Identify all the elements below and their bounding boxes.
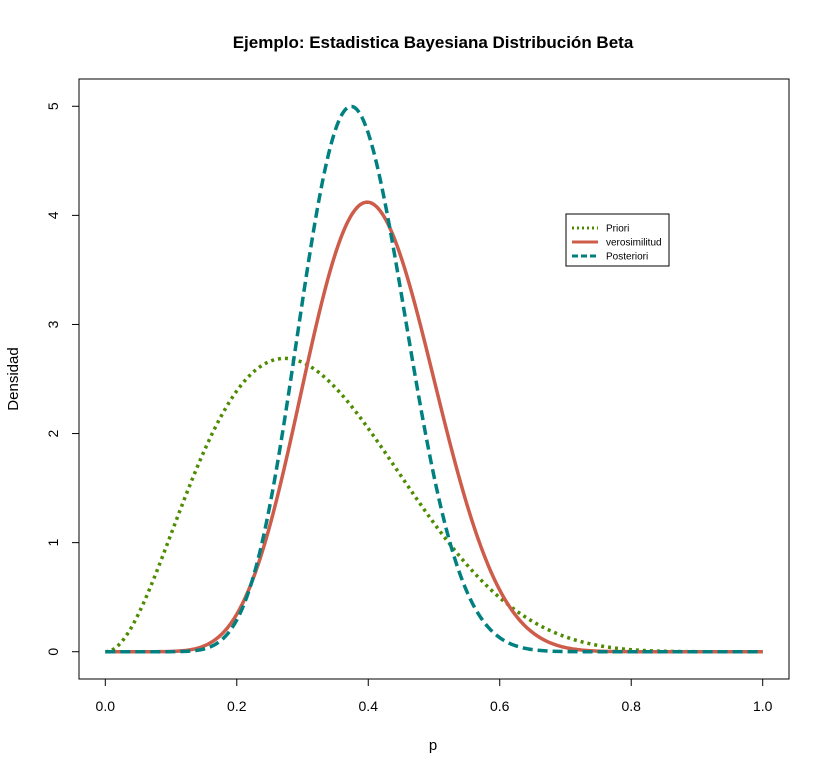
series-line-verosimilitud bbox=[105, 200, 763, 654]
y-tick-label: 3 bbox=[45, 320, 61, 328]
x-tick-label: 0.0 bbox=[96, 698, 116, 714]
curves-layer bbox=[105, 104, 763, 654]
legend: Priori verosimilitud Posteriori bbox=[565, 213, 670, 267]
series-line-posteriori bbox=[105, 104, 763, 654]
y-tick-label: 0 bbox=[45, 648, 61, 656]
x-tick-label: 1.0 bbox=[753, 698, 773, 714]
y-tick-label: 1 bbox=[45, 539, 61, 547]
y-axis: 0 1 2 3 4 5 bbox=[45, 102, 80, 656]
x-axis-title: p bbox=[429, 737, 437, 754]
x-tick-label: 0.4 bbox=[359, 698, 379, 714]
y-tick-label: 5 bbox=[45, 102, 61, 110]
chart-title: Ejemplo: Estadistica Bayesiana Distribuc… bbox=[233, 33, 634, 52]
y-axis-title: Densidad bbox=[5, 347, 22, 410]
x-axis: 0.0 0.2 0.4 0.6 0.8 1.0 bbox=[96, 678, 773, 714]
y-tick-label: 2 bbox=[45, 429, 61, 437]
x-tick-label: 0.8 bbox=[621, 698, 641, 714]
x-tick-label: 0.2 bbox=[227, 698, 247, 714]
legend-label-priori: Priori bbox=[606, 224, 629, 235]
legend-label-verosimilitud: verosimilitud bbox=[606, 238, 662, 249]
y-tick-label: 4 bbox=[45, 211, 61, 219]
series-line-priori bbox=[105, 356, 763, 654]
x-tick-label: 0.6 bbox=[490, 698, 510, 714]
legend-label-posteriori: Posteriori bbox=[606, 252, 648, 263]
